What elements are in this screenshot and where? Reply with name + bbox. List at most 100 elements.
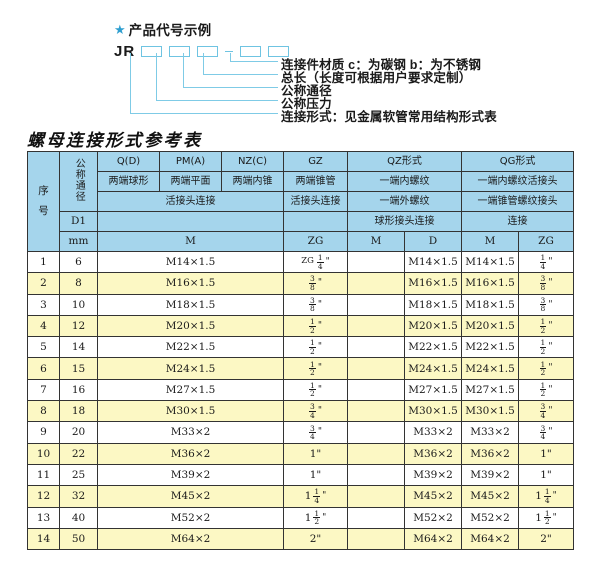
cell-gz-zg: ZG 1 4 " [283,250,348,274]
cell-qg-m: M45×2 [461,485,520,508]
cell-gz-zg: 3 4 " [283,421,348,444]
cell-qg-zg: 3 4 " [518,400,575,423]
cell-thread-m: M20×1.5 [97,314,284,338]
cell-qg-zg: 1 4 " [518,250,575,274]
cell-qg-m: M64×2 [461,527,520,551]
cell-qg-m: M22×1.5 [461,336,520,359]
cell-gz-zg: 1 1 2 " [283,506,348,529]
cell-bore: 32 [59,485,98,508]
cell-thread-m: M27×1.5 [97,378,284,402]
table-row: 14 50 M64×2 2" M64×2 M64×2 2" [27,527,575,551]
product-code-pattern: JR [114,43,296,60]
product-code-prefix: JR [114,43,136,60]
subhead-left-m: M [97,231,284,252]
header-conn2-qg: 连接 [461,211,575,232]
header-endform-nzc: 两端内锥 [221,171,284,192]
cell-qg-zg: 1" [518,463,575,487]
cell-qz-d: M30×1.5 [403,400,463,423]
header-conn-qg: 一端锥管螺纹接头 [461,191,575,212]
cell-qz-m [347,314,405,338]
cell-qz-d: M36×2 [403,442,463,465]
cell-qg-zg: 1 2 " [518,378,575,402]
cell-qg-m: M33×2 [461,421,520,444]
leader-line-pressure-horizontal [156,100,278,101]
header-bore-d1: D1 [59,211,98,232]
cell-thread-m: M24×1.5 [97,357,284,380]
header-blank-gz [283,211,348,232]
table-header-row-subheads: mm M ZG M D M ZG [28,231,575,252]
cell-qz-d: M27×1.5 [403,378,463,402]
cell-thread-m: M52×2 [97,506,284,529]
code-slot-4 [240,46,262,57]
subhead-qz-d: D [403,231,463,252]
cell-qz-m [347,400,405,423]
cell-seq: 13 [27,506,60,529]
header-group-qd: Q(D) [97,151,160,172]
header-group-qg: QG形式 [461,151,575,172]
leader-line-length-vertical [203,53,204,75]
header-endform-qz: 一端内螺纹 [346,171,463,192]
cell-qz-d: M24×1.5 [403,357,463,380]
header-endform-qd: 两端球形 [97,171,160,192]
cell-thread-m: M30×1.5 [97,400,284,423]
cell-qg-zg: 1" [518,442,575,465]
cell-thread-m: M16×1.5 [97,272,284,295]
code-slot-5 [268,46,290,57]
header-conn-left: 活接头连接 [97,191,284,212]
cell-qz-d: M22×1.5 [403,336,463,359]
code-slot-3 [197,46,219,57]
annotation-material: 连接件材质 c：为碳钢 b：为不锈钢 [281,58,482,72]
cell-gz-zg: 1 2 " [283,336,348,359]
annotation-pressure: 公称压力 [281,97,332,111]
product-code-heading-label: 产品代号示例 [128,23,212,38]
table-header-row-codes: 序 号 公称通径 Q(D) PM(A) NZ(C) GZ QZ形式 QG形式 [27,151,575,252]
header-seq-bottom: 号 [38,204,49,217]
cell-thread-m: M33×2 [97,421,284,444]
subhead-gz-zg: ZG [283,231,348,252]
table-row: 2 8 M16×1.5 3 8 " M16×1.5 M16×1.5 3 8 " [27,272,575,295]
cell-qg-m: M18×1.5 [461,293,520,316]
table-header-row-connection-a: 活接头连接 活接头连接 一端外螺纹 一端锥管螺纹接头 [28,191,575,212]
cell-seq: 4 [27,314,60,338]
subhead-qg-m: M [461,231,520,252]
leader-line-length-horizontal [203,74,278,75]
cell-qz-d: M64×2 [403,527,463,551]
annotation-length: 总长（长度可根据用户要求定制） [281,71,472,85]
cell-thread-m: M14×1.5 [97,250,284,274]
table-row: 10 22 M36×2 1" M36×2 M36×2 1" [27,442,575,465]
cell-qg-m: M52×2 [461,506,520,529]
header-endform-gz: 两端锥管 [283,171,348,192]
subhead-qz-m: M [347,231,405,252]
cell-thread-m: M64×2 [97,527,284,551]
table-title: 螺母连接形式参考表 [27,131,203,151]
cell-seq: 8 [27,400,60,423]
cell-qg-zg: 2" [518,527,575,551]
cell-qz-m [347,527,405,551]
table-body: 1 6 M14×1.5 ZG 1 4 " M14×1.5 M14×1.5 1 4 " 2 8 M16×1.5… [27,250,575,551]
table-row: 9 20 M33×2 3 4 " M33×2 M33×2 3 4 " [27,421,575,444]
table-row: 6 15 M24×1.5 1 2 " M24×1.5 M24×1.5 1 2 " [27,357,575,380]
header-bore-unit: mm [59,231,98,252]
header-seq-cell: 序 号 [27,151,60,252]
cell-qz-m [347,293,405,316]
cell-qg-zg: 1 1 4 " [518,485,575,508]
cell-qg-m: M39×2 [461,463,520,487]
header-group-nzc: NZ(C) [221,151,284,172]
code-slot-2 [169,46,191,57]
product-code-diagram: ★ 产品代号示例 JR 连接件材质 c：为碳钢 b：为不锈钢 总长（长度可根据用… [0,0,600,132]
cell-gz-zg: 1 1 4 " [283,485,348,508]
header-bore-cell: 公称通径 [59,151,98,212]
header-group-pma: PM(A) [159,151,222,172]
cell-qz-d: M14×1.5 [403,250,463,274]
cell-qz-m [347,336,405,359]
cell-bore: 6 [59,250,98,274]
cell-qg-m: M14×1.5 [461,250,520,274]
cell-gz-zg: 1 2 " [283,378,348,402]
cell-bore: 20 [59,421,98,444]
leader-line-form-horizontal [130,113,278,114]
cell-qg-m: M20×1.5 [461,314,520,338]
table-row: 3 10 M18×1.5 3 8 " M18×1.5 M18×1.5 3 8 " [27,293,575,316]
code-dash-separator [225,50,234,53]
product-code-heading: ★ 产品代号示例 [114,19,211,39]
cell-seq: 10 [27,442,60,465]
